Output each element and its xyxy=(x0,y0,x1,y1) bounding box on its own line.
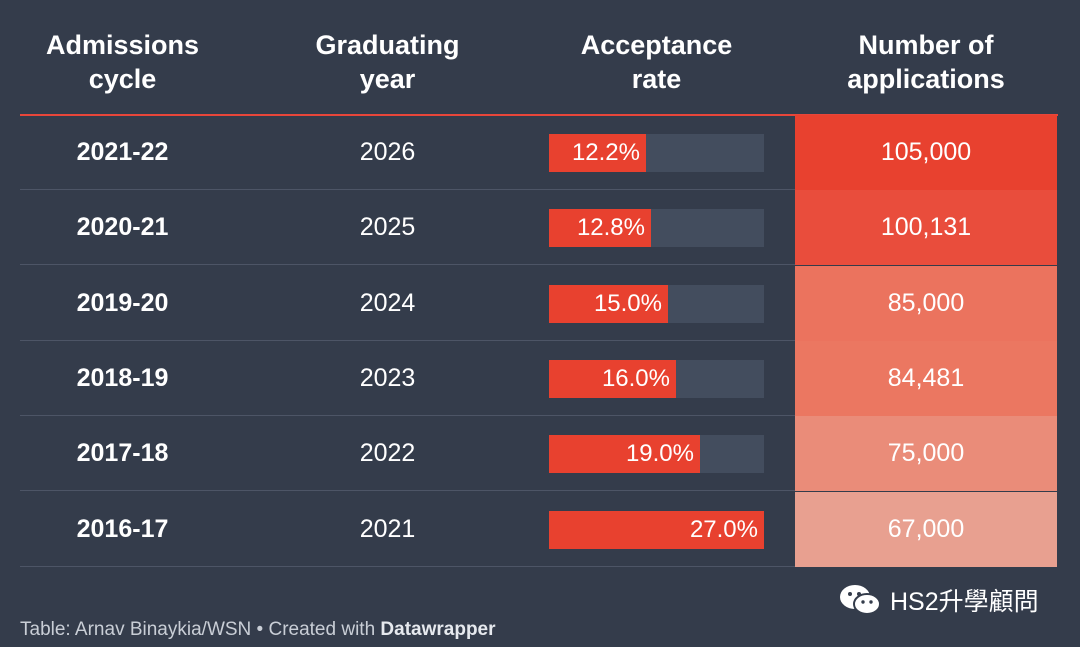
cell-graduating-year: 2024 xyxy=(359,288,416,317)
acceptance-rate-label: 27.0% xyxy=(689,515,758,543)
acceptance-rate-label: 12.2% xyxy=(571,139,640,166)
table-row: 2021-22 2026 12.2% 105,000 xyxy=(20,115,1058,190)
header-admissions-cycle: Admissions cycle xyxy=(45,30,200,94)
cell-admissions-cycle: 2017-18 xyxy=(76,439,169,468)
cell-admissions-cycle: 2020-21 xyxy=(76,213,169,242)
watermark-text: HS2升學顧問 xyxy=(890,588,1039,616)
cell-admissions-cycle: 2018-19 xyxy=(76,363,169,392)
acceptance-rate-bar-track: 19.0% xyxy=(549,435,764,474)
source-text: Table: Arnav Binaykia/WSN • Created with xyxy=(20,619,381,640)
source-credit: Table: Arnav Binaykia/WSN • Created with… xyxy=(20,619,496,641)
table-row: 2018-19 2023 16.0% 84,481 xyxy=(20,340,1058,416)
cell-number-of-applications: 67,000 xyxy=(795,491,1057,567)
acceptance-rate-label: 12.8% xyxy=(576,214,645,242)
cell-number-of-applications: 75,000 xyxy=(795,416,1057,492)
cell-graduating-year: 2023 xyxy=(359,363,416,392)
table-header: Admissions cycle Graduating year Accepta… xyxy=(20,0,1058,116)
watermark: HS2升學顧問 xyxy=(838,582,1039,618)
row-divider xyxy=(20,264,795,266)
acceptance-rate-label: 15.0% xyxy=(593,289,662,317)
acceptance-rate-bar xyxy=(549,284,668,323)
cell-graduating-year: 2021 xyxy=(359,514,416,543)
row-divider xyxy=(20,565,795,567)
cell-number-of-applications: 100,131 xyxy=(795,190,1057,266)
cell-number-of-applications: 85,000 xyxy=(795,265,1057,341)
cell-number-of-applications: 105,000 xyxy=(795,115,1057,190)
acceptance-rate-label: 19.0% xyxy=(625,440,694,468)
header-graduating-year: Graduating year xyxy=(315,30,460,94)
table-row: 2019-20 2024 15.0% 85,000 xyxy=(20,265,1058,341)
table-row: 2016-17 2021 27.0% 67,000 xyxy=(20,491,1058,567)
table-row: 2020-21 2025 12.8% 100,131 xyxy=(20,190,1058,266)
acceptance-rate-bar xyxy=(549,209,651,248)
row-divider xyxy=(20,339,795,341)
cell-graduating-year: 2022 xyxy=(359,439,416,468)
cell-graduating-year: 2026 xyxy=(359,138,416,166)
cell-admissions-cycle: 2016-17 xyxy=(76,514,169,543)
acceptance-rate-bar-track: 15.0% xyxy=(549,284,764,323)
datawrapper-link[interactable]: Datawrapper xyxy=(380,619,496,640)
cell-admissions-cycle: 2019-20 xyxy=(76,288,169,317)
acceptance-rate-bar-track: 16.0% xyxy=(549,359,764,398)
header-acceptance-rate: Acceptance rate xyxy=(580,30,733,94)
acceptance-rate-label: 16.0% xyxy=(601,364,670,392)
row-divider xyxy=(20,414,795,416)
acceptance-rate-bar-track: 12.2% xyxy=(549,134,764,172)
header-number-of-applications: Number of applications xyxy=(847,30,1005,94)
cell-number-of-applications: 84,481 xyxy=(795,340,1057,416)
row-divider xyxy=(20,189,795,190)
acceptance-rate-bar xyxy=(549,435,700,474)
acceptance-rate-bar-track: 12.8% xyxy=(549,209,764,248)
acceptance-rate-bar xyxy=(549,510,764,549)
table-row: 2017-18 2022 19.0% 75,000 xyxy=(20,416,1058,492)
cell-admissions-cycle: 2021-22 xyxy=(76,138,169,166)
wechat-icon xyxy=(840,585,881,615)
row-divider xyxy=(20,490,795,492)
cell-graduating-year: 2025 xyxy=(359,213,416,242)
acceptance-rate-bar-track: 27.0% xyxy=(549,510,764,549)
acceptance-rate-bar xyxy=(549,134,646,172)
acceptance-rate-bar xyxy=(549,359,676,398)
